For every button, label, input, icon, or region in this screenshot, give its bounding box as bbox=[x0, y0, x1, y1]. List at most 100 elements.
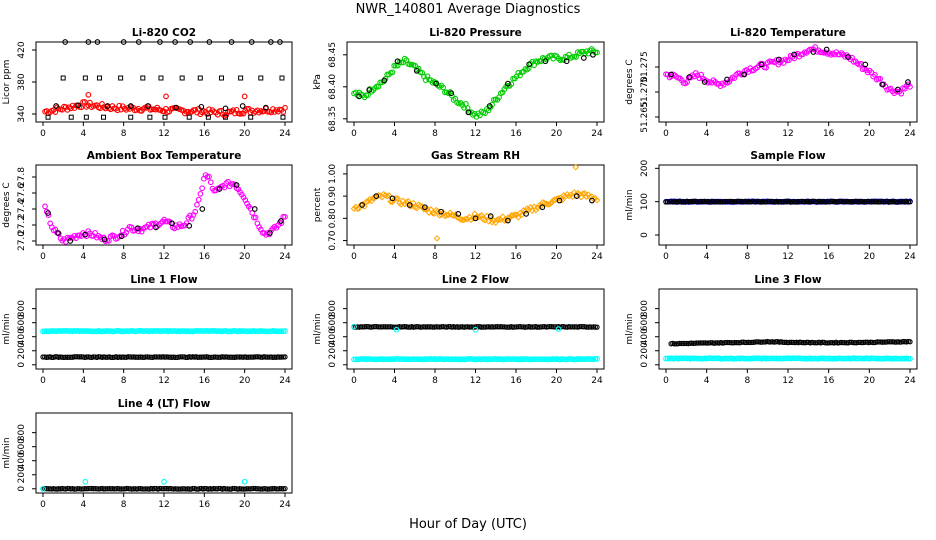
data-point bbox=[165, 354, 172, 360]
data-point bbox=[761, 339, 767, 345]
data-point bbox=[356, 93, 362, 100]
data-point bbox=[366, 87, 373, 93]
data-point bbox=[282, 485, 288, 492]
plot-frame bbox=[35, 412, 293, 494]
data-point bbox=[249, 354, 255, 360]
data-point bbox=[856, 198, 862, 205]
data-point bbox=[218, 75, 224, 81]
data-point bbox=[830, 198, 836, 205]
data-point bbox=[789, 199, 796, 205]
data-point bbox=[823, 46, 830, 53]
series-2 bbox=[668, 338, 913, 347]
data-point bbox=[847, 339, 853, 345]
data-point bbox=[52, 486, 58, 492]
series-1 bbox=[40, 485, 288, 492]
series-5 bbox=[53, 102, 269, 112]
data-point bbox=[673, 341, 679, 347]
x-tick-label: 16 bbox=[823, 376, 835, 386]
data-point bbox=[365, 92, 371, 98]
data-point bbox=[109, 328, 116, 335]
x-tick-label: 16 bbox=[510, 129, 522, 139]
data-point bbox=[680, 340, 686, 347]
panel-5: Gas Stream RH percent 0 4 8 12 16 20 24 0.70 0.80 0… bbox=[313, 150, 605, 262]
data-point bbox=[238, 486, 245, 492]
data-point bbox=[877, 75, 884, 82]
data-point bbox=[118, 75, 124, 81]
data-point bbox=[678, 340, 685, 347]
data-point bbox=[775, 56, 782, 63]
data-point bbox=[59, 354, 65, 360]
data-point bbox=[96, 75, 102, 81]
panel-3: Li-820 Temperature degrees C 0 4 8 12 16 20 24 51… bbox=[625, 27, 918, 139]
data-point bbox=[104, 103, 111, 109]
data-point bbox=[153, 354, 159, 360]
y-tick-label: 0.80 bbox=[328, 208, 338, 228]
data-point bbox=[223, 486, 229, 492]
data-point bbox=[179, 354, 185, 360]
x-tick-label: 12 bbox=[782, 129, 793, 139]
data-point bbox=[238, 75, 244, 81]
data-point bbox=[195, 328, 201, 334]
data-point bbox=[216, 186, 223, 192]
panel-6: Sample Flow ml/min 0 4 8 12 16 20 24 0 100 200 bbox=[625, 150, 918, 262]
data-point bbox=[768, 198, 774, 205]
data-point bbox=[198, 103, 205, 110]
data-point bbox=[177, 354, 184, 360]
data-point bbox=[103, 486, 109, 492]
data-point bbox=[183, 354, 189, 360]
data-point bbox=[282, 213, 288, 220]
data-point bbox=[359, 202, 365, 208]
data-point bbox=[590, 51, 596, 58]
data-point bbox=[370, 356, 377, 363]
data-point bbox=[176, 486, 182, 492]
data-point bbox=[809, 198, 815, 205]
y-tick-label: 0 bbox=[17, 362, 27, 368]
data-point bbox=[85, 91, 92, 98]
data-point bbox=[592, 324, 598, 330]
data-point bbox=[838, 355, 845, 362]
data-point bbox=[555, 356, 562, 363]
data-point bbox=[430, 324, 436, 330]
data-point bbox=[83, 114, 89, 120]
data-point bbox=[143, 486, 149, 492]
data-point bbox=[503, 324, 509, 330]
panel-2: Li-820 Pressure kPa 0 4 8 12 16 20 24 68.35 68.40 6… bbox=[313, 27, 605, 139]
panel-title: Line 1 Flow bbox=[130, 274, 197, 286]
data-point bbox=[354, 205, 361, 213]
panel-4: Ambient Box Temperature degrees C 0 4 8 12 16 2… bbox=[2, 150, 293, 262]
data-point bbox=[190, 485, 196, 492]
series-1 bbox=[42, 99, 288, 119]
data-point bbox=[245, 354, 252, 360]
data-point bbox=[579, 190, 587, 198]
x-axis-label: Hour of Day (UTC) bbox=[409, 517, 527, 532]
data-point bbox=[96, 354, 102, 360]
series-2 bbox=[40, 478, 248, 492]
data-point bbox=[118, 233, 125, 240]
data-point bbox=[499, 356, 506, 363]
data-point bbox=[877, 355, 884, 362]
data-point bbox=[850, 339, 856, 346]
data-point bbox=[756, 199, 762, 205]
data-point bbox=[68, 354, 74, 360]
x-tick-label: 20 bbox=[551, 129, 563, 139]
data-point bbox=[876, 339, 882, 345]
series-1 bbox=[663, 355, 913, 362]
data-point bbox=[515, 214, 522, 221]
x-tick-label: 8 bbox=[121, 129, 127, 139]
series-1 bbox=[663, 44, 913, 97]
series-6 bbox=[45, 114, 286, 120]
data-point bbox=[712, 355, 719, 362]
data-point bbox=[199, 206, 206, 212]
data-point bbox=[576, 323, 583, 330]
data-point bbox=[499, 324, 506, 330]
data-point bbox=[193, 486, 199, 492]
data-point bbox=[230, 485, 236, 492]
y-tick-label: 27.4 bbox=[17, 199, 27, 219]
x-tick-label: 12 bbox=[158, 376, 169, 386]
x-tick-label: 0 bbox=[663, 376, 669, 386]
y-tick-label: 200 bbox=[640, 159, 650, 176]
data-point bbox=[90, 354, 97, 360]
y-tick-label: 0 bbox=[640, 362, 650, 368]
data-point bbox=[580, 324, 586, 330]
data-point bbox=[206, 39, 213, 45]
